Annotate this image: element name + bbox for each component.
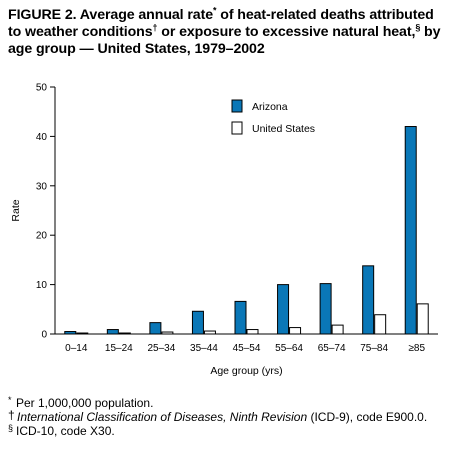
bar-arizona [106,329,119,335]
bar-arizona [64,331,77,335]
figure-title: FIGURE 2. Average annual rate* of heat-r… [8,5,444,58]
bar-united-states [331,324,344,335]
chart-legend: Arizona United States [231,99,315,135]
bar-united-states [416,303,429,335]
legend-swatch [231,121,243,135]
x-tick-label: 25–34 [147,343,175,354]
footnote-1-mark: * [8,395,12,405]
legend-label: Arizona [252,101,288,113]
bar-united-states [161,331,174,335]
footnote-1: * Per 1,000,000 population. [8,395,442,410]
title-part-2: of heat-related deaths attributed to wea… [8,7,434,40]
title-part-1: FIGURE 2. Average annual rate [8,7,213,23]
x-tick-label: ≥85 [408,343,425,354]
x-tick-label: 45–54 [233,343,261,354]
bar-united-states [203,330,216,335]
y-tick-label: 30 [36,181,48,192]
chart-bars [64,126,429,335]
x-tick-label: 65–74 [318,343,346,354]
x-tick-label: 35–44 [190,343,218,354]
title-footnote-mark-2: † [152,22,158,33]
legend-swatch [231,99,243,113]
bar-united-states [76,332,89,335]
bar-chart: 0–14 15–24 25–34 35–44 45–54 55–64 65–74 75–84 ≥… [10,83,438,377]
bar-arizona [362,265,375,335]
title-part-3: or exposure to excessive natural heat, [157,24,416,40]
title-footnote-mark-3: § [415,22,421,33]
footnote-3-mark: § [8,423,14,433]
bar-arizona [404,126,417,335]
bar-united-states [289,327,302,335]
footnote-3-text: ICD-10, code X30. [16,424,115,438]
bar-arizona [149,322,162,335]
legend-label: United States [252,123,315,135]
chart-axes [50,86,438,335]
title-part-4: by age group — United States, 1979–2002 [8,24,441,57]
y-axis-title: Rate [10,199,22,221]
footnote-3: § ICD-10, code X30. [8,423,442,438]
x-tick-label: 55–64 [275,343,303,354]
x-tick-label: 0–14 [65,343,88,354]
bar-united-states [118,332,131,335]
bar-arizona [234,300,247,335]
y-tick-label: 40 [36,132,48,143]
footnote-2-text: (ICD-9), code E900.0. [307,410,428,424]
title-footnote-mark-1: * [213,5,217,16]
y-tick-label: 50 [36,83,48,94]
y-tick-label: 10 [36,280,48,291]
x-tick-label: 75–84 [360,343,388,354]
y-tick-label: 20 [36,231,48,242]
bar-arizona [277,284,290,335]
footnote-2-mark: † [8,408,15,422]
footnotes: * Per 1,000,000 population. † Internationa… [8,395,442,438]
x-axis-title: Age group (yrs) [210,365,282,377]
bar-united-states [246,329,259,335]
footnote-1-text: Per 1,000,000 population. [16,396,154,410]
footnote-2-italic: International Classification of Diseases… [17,410,308,424]
x-tick-labels: 0–14 15–24 25–34 35–44 45–54 55–64 65–74 75–84 ≥… [65,343,425,354]
bar-arizona [191,310,204,335]
x-tick-label: 15–24 [105,343,133,354]
footnote-2: † International Classification of Disease… [8,408,442,424]
y-tick-labels: 0 10 20 30 40 50 [36,83,48,341]
bar-united-states [374,314,387,335]
bar-arizona [319,283,332,335]
y-tick-label: 0 [41,330,47,341]
